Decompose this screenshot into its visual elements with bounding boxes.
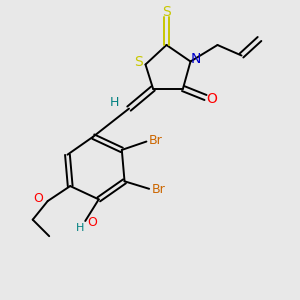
Text: O: O	[207, 92, 218, 106]
Text: S: S	[162, 5, 171, 19]
Text: H: H	[76, 223, 85, 232]
Text: Br: Br	[152, 183, 166, 196]
Text: H: H	[109, 95, 119, 109]
Text: Br: Br	[149, 134, 163, 147]
Text: S: S	[134, 55, 143, 69]
Text: N: N	[191, 52, 201, 66]
Text: O: O	[34, 192, 44, 205]
Text: O: O	[88, 216, 98, 229]
